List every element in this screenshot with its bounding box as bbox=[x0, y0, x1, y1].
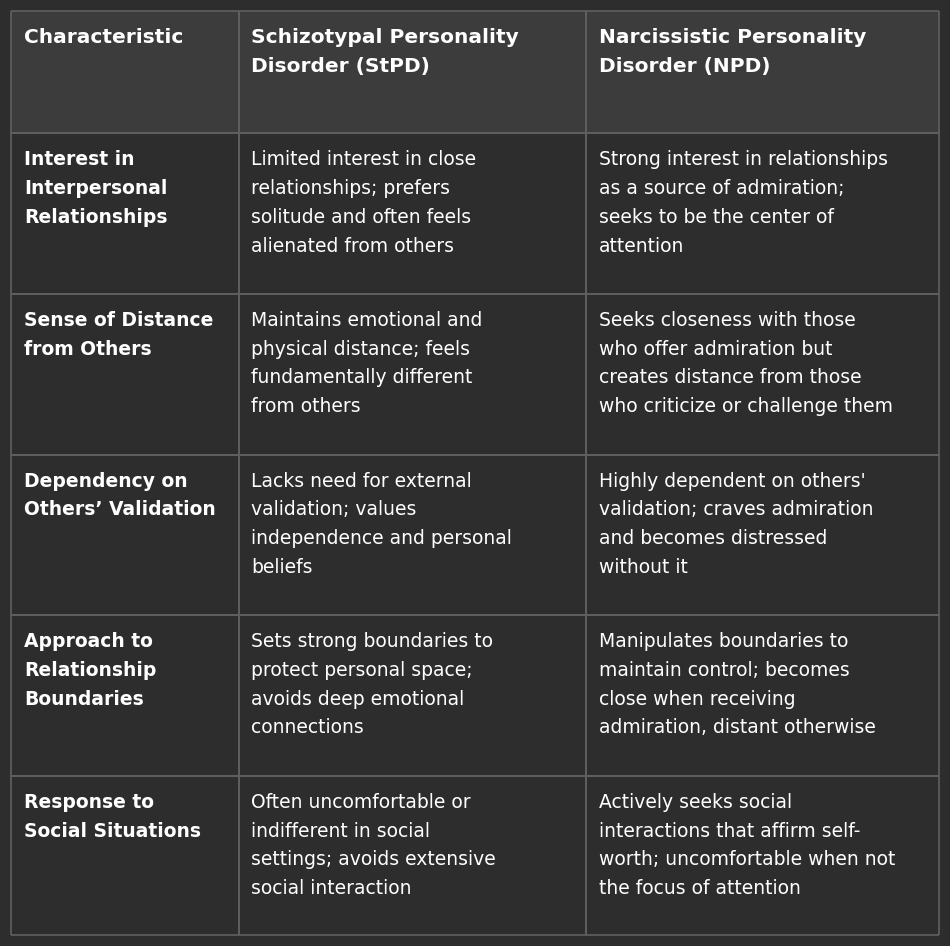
Bar bbox=[11, 133, 238, 294]
Text: Interest in
Interpersonal
Relationships: Interest in Interpersonal Relationships bbox=[24, 150, 167, 227]
Bar bbox=[238, 615, 586, 776]
Text: Strong interest in relationships
as a source of admiration;
seeks to be the cent: Strong interest in relationships as a so… bbox=[598, 150, 887, 255]
Text: Dependency on
Others’ Validation: Dependency on Others’ Validation bbox=[24, 471, 216, 519]
Bar bbox=[11, 11, 238, 133]
Bar bbox=[238, 454, 586, 615]
Text: Sets strong boundaries to
protect personal space;
avoids deep emotional
connecti: Sets strong boundaries to protect person… bbox=[251, 632, 493, 738]
Bar bbox=[11, 294, 238, 454]
Bar bbox=[11, 776, 238, 935]
Text: Schizotypal Personality
Disorder (StPD): Schizotypal Personality Disorder (StPD) bbox=[251, 28, 519, 76]
Text: Highly dependent on others'
validation; craves admiration
and becomes distressed: Highly dependent on others' validation; … bbox=[598, 471, 873, 577]
Bar bbox=[586, 454, 939, 615]
Text: Characteristic: Characteristic bbox=[24, 28, 183, 47]
Text: Lacks need for external
validation; values
independence and personal
beliefs: Lacks need for external validation; valu… bbox=[251, 471, 512, 577]
Bar bbox=[11, 454, 238, 615]
Text: Often uncomfortable or
indifferent in social
settings; avoids extensive
social i: Often uncomfortable or indifferent in so… bbox=[251, 793, 496, 898]
Text: Response to
Social Situations: Response to Social Situations bbox=[24, 793, 200, 841]
Bar bbox=[586, 776, 939, 935]
Bar bbox=[586, 11, 939, 133]
Bar bbox=[238, 133, 586, 294]
Bar bbox=[11, 615, 238, 776]
Bar bbox=[586, 294, 939, 454]
Bar bbox=[586, 615, 939, 776]
Text: Narcissistic Personality
Disorder (NPD): Narcissistic Personality Disorder (NPD) bbox=[598, 28, 866, 76]
Text: Manipulates boundaries to
maintain control; becomes
close when receiving
admirat: Manipulates boundaries to maintain contr… bbox=[598, 632, 876, 738]
Text: Maintains emotional and
physical distance; feels
fundamentally different
from ot: Maintains emotional and physical distanc… bbox=[251, 311, 483, 416]
Text: Approach to
Relationship
Boundaries: Approach to Relationship Boundaries bbox=[24, 632, 156, 709]
Text: Limited interest in close
relationships; prefers
solitude and often feels
aliena: Limited interest in close relationships;… bbox=[251, 150, 476, 255]
Text: Seeks closeness with those
who offer admiration but
creates distance from those
: Seeks closeness with those who offer adm… bbox=[598, 311, 893, 416]
Bar bbox=[238, 776, 586, 935]
Bar bbox=[586, 133, 939, 294]
Text: Actively seeks social
interactions that affirm self-
worth; uncomfortable when n: Actively seeks social interactions that … bbox=[598, 793, 895, 898]
Bar bbox=[238, 294, 586, 454]
Bar bbox=[238, 11, 586, 133]
Text: Sense of Distance
from Others: Sense of Distance from Others bbox=[24, 311, 213, 359]
